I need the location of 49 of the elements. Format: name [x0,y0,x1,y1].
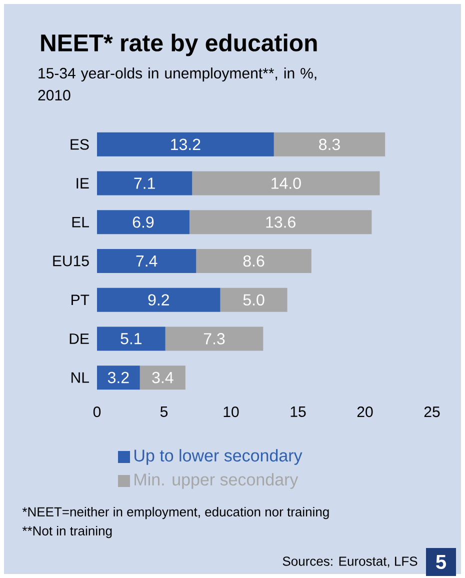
bar [97,326,166,351]
data-label: 7.4 [136,255,158,267]
legend-label: Up to lower secondary [134,449,302,465]
y-tick-label: IE [76,178,89,188]
x-tick-label: 15 [290,406,306,417]
data-label: 8.3 [319,138,340,150]
y-tick-label: EU15 [53,256,89,266]
legend-label: Min. upper secondary [134,473,298,489]
x-tick-label: 5 [160,406,168,417]
data-label: 5.0 [243,294,264,306]
bar [97,171,192,196]
x-tick-label: 0 [93,406,101,418]
data-label: 13.2 [171,138,200,150]
text: *NEET=neither in employment, education nor training [22,506,329,520]
bar [189,210,372,234]
text: **Not in training [22,526,112,538]
data-label: 7.3 [204,333,225,344]
chart-subtitle: 15-34 year-olds in unemployment**, in %, 2010 [38,68,316,101]
bar [97,132,274,156]
text: 5 [436,555,446,569]
data-label: 7.1 [134,178,155,189]
bar [97,288,220,312]
y-tick-label: EL [72,216,89,228]
x-tick-label: 25 [424,406,440,418]
y-tick-label: DE [70,334,89,344]
data-label: 3.2 [108,372,129,384]
data-label: 5.1 [120,333,142,344]
bar [196,249,312,274]
data-label: 6.9 [132,216,154,228]
y-tick-label: PT [72,294,90,306]
data-label: 3.4 [152,372,174,384]
bar [192,171,380,196]
bar [220,288,288,312]
y-tick-label: ES [70,139,89,150]
data-label: 14.0 [272,178,301,189]
bar [97,249,196,274]
bar [140,366,186,390]
data-label: 13.6 [266,216,296,228]
chart-title: NEET* rate by education [41,34,317,56]
data-label: 8.6 [243,255,264,267]
y-tick-label: NL [72,372,89,383]
x-tick-label: 20 [357,406,373,418]
source-note: Sources: Eurostat, LFS [282,556,418,568]
data-label: 9.2 [148,294,169,306]
bar [97,366,140,390]
bar [274,132,386,156]
bar [165,326,264,351]
bar [97,210,190,234]
x-tick-label: 10 [224,406,239,418]
